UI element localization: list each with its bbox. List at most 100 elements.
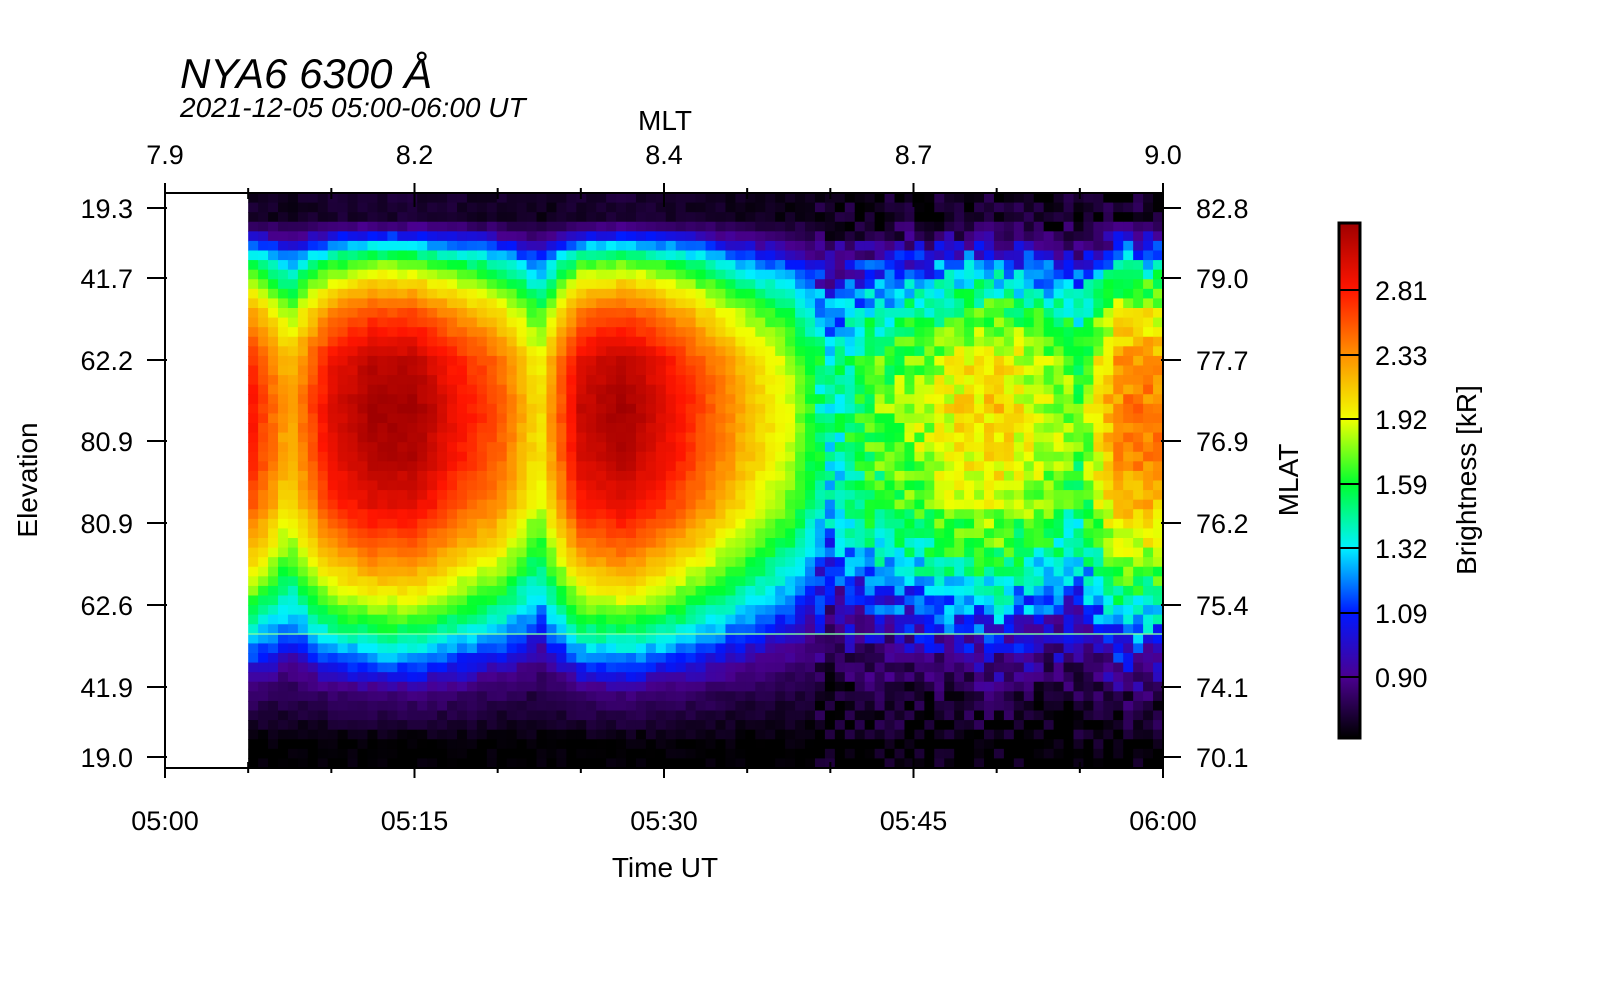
heatmap-cell: [795, 509, 806, 520]
heatmap-cell: [536, 375, 548, 386]
heatmap-cell: [526, 748, 538, 760]
heatmap-cell: [884, 394, 896, 405]
heatmap-cell: [635, 221, 647, 232]
heatmap-cell: [785, 499, 796, 510]
heatmap-cell: [1053, 413, 1065, 424]
heatmap-cell: [934, 518, 945, 530]
heatmap-cell: [486, 298, 498, 309]
heatmap-cell: [974, 710, 985, 721]
heatmap-cell: [576, 566, 587, 577]
heatmap-cell: [506, 518, 518, 530]
heatmap-cell: [675, 240, 687, 252]
heatmap-cell: [317, 576, 329, 587]
heatmap-cell: [596, 221, 607, 232]
heatmap-cell: [894, 327, 906, 338]
heatmap-cell: [466, 758, 478, 769]
heatmap-cell: [536, 605, 548, 616]
heatmap-cell: [993, 605, 1005, 616]
heatmap-cell: [606, 355, 617, 367]
heatmap-cell: [506, 231, 518, 242]
heatmap-cell: [834, 499, 846, 510]
heatmap-cell: [795, 605, 806, 616]
heatmap-cell: [805, 595, 816, 606]
heatmap-cell: [914, 269, 925, 280]
heatmap-cell: [397, 193, 408, 204]
heatmap-cell: [785, 298, 796, 309]
heatmap-cell: [456, 365, 468, 376]
heatmap-cell: [447, 614, 458, 625]
heatmap-cell: [397, 279, 408, 290]
heatmap-cell: [546, 365, 558, 376]
heatmap-cell: [775, 288, 786, 300]
heatmap-cell: [904, 250, 915, 261]
heatmap-cell: [725, 528, 737, 539]
heatmap-cell: [407, 585, 418, 597]
heatmap-cell: [278, 461, 289, 472]
heatmap-cell: [735, 317, 746, 328]
heatmap-cell: [397, 557, 408, 568]
heatmap-cell: [795, 720, 806, 731]
heatmap-cell: [934, 700, 945, 712]
heatmap-cell: [357, 595, 369, 606]
heatmap-cell: [1053, 451, 1065, 462]
heatmap-cell: [655, 394, 667, 405]
heatmap-cell: [1053, 260, 1065, 271]
heatmap-cell: [1033, 499, 1045, 510]
heatmap-cell: [685, 509, 697, 520]
heatmap-cell: [705, 413, 717, 424]
heatmap-cell: [1023, 461, 1035, 472]
heatmap-cell: [506, 403, 518, 415]
heatmap-cell: [606, 595, 617, 606]
heatmap-cell: [834, 461, 846, 472]
heatmap-cell: [407, 729, 418, 740]
heatmap-cell: [566, 653, 577, 664]
heatmap-cell: [993, 643, 1005, 654]
heatmap-cell: [924, 212, 935, 223]
heatmap-cell: [506, 538, 518, 549]
heatmap-cell: [447, 260, 458, 271]
heatmap-cell: [844, 748, 856, 760]
heatmap-cell: [526, 451, 538, 462]
heatmap-cell: [407, 250, 418, 261]
heatmap-cell: [347, 384, 359, 395]
heatmap-cell: [506, 470, 518, 482]
heatmap-cell: [785, 576, 796, 587]
heatmap-cell: [745, 614, 756, 625]
heatmap-cell: [785, 470, 796, 482]
heatmap-cell: [1063, 547, 1075, 558]
heatmap-cell: [795, 614, 806, 625]
heatmap-cell: [486, 518, 498, 530]
heatmap-cell: [407, 614, 418, 625]
heatmap-cell: [407, 605, 418, 616]
heatmap-cell: [268, 212, 279, 223]
heatmap-cell: [506, 672, 518, 683]
heatmap-cell: [795, 739, 806, 750]
heatmap-cell: [417, 748, 428, 760]
heatmap-cell: [456, 557, 468, 568]
heatmap-cell: [924, 672, 935, 683]
heatmap-cell: [546, 470, 558, 482]
heatmap-cell: [347, 221, 359, 232]
heatmap-cell: [407, 298, 418, 309]
heatmap-cell: [546, 710, 558, 721]
heatmap-cell: [606, 240, 617, 252]
heatmap-cell: [397, 221, 408, 232]
heatmap-cell: [447, 518, 458, 530]
heatmap-cell: [934, 384, 945, 395]
heatmap-cell: [1053, 384, 1065, 395]
heatmap-cell: [297, 193, 309, 204]
heatmap-cell: [924, 240, 935, 252]
heatmap-cell: [546, 643, 558, 654]
heatmap-cell: [287, 528, 299, 539]
heatmap-cell: [665, 509, 677, 520]
heatmap-cell: [725, 394, 737, 405]
heatmap-cell: [367, 461, 379, 472]
heatmap-cell: [546, 327, 558, 338]
heatmap-cell: [745, 231, 756, 242]
heatmap-cell: [586, 260, 597, 271]
heatmap-cell: [347, 605, 359, 616]
heatmap-cell: [437, 538, 448, 549]
heatmap-cell: [297, 662, 309, 673]
heatmap-cell: [1013, 643, 1025, 654]
